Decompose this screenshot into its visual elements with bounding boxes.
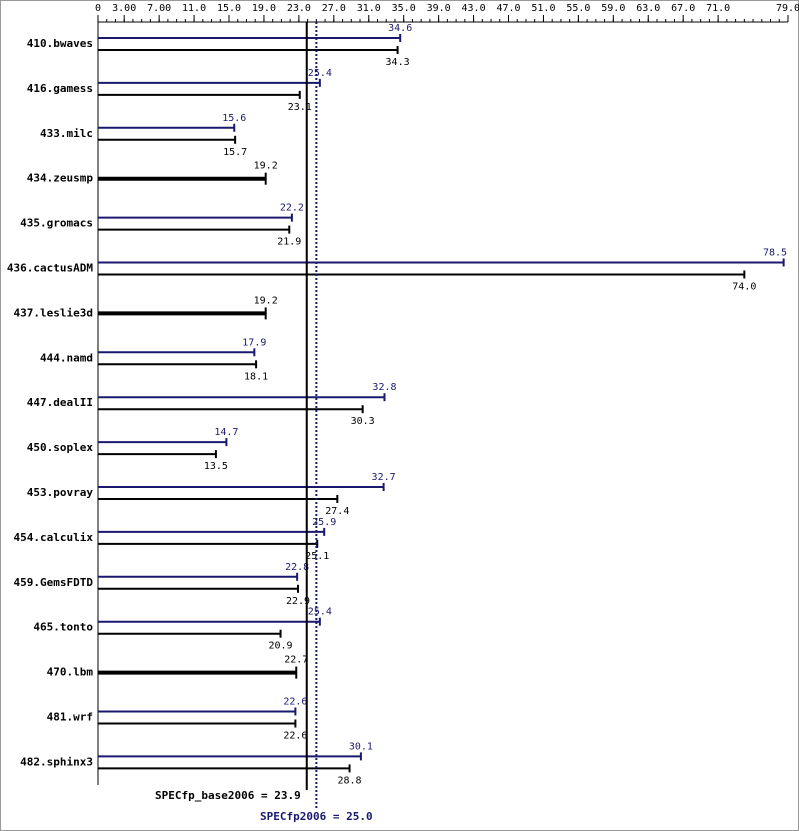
category-label: 434.zeusmp <box>27 172 94 185</box>
x-tick-label: 7.00 <box>147 3 171 14</box>
value-label: 22.6 <box>283 731 307 742</box>
value-label: 22.6 <box>283 697 307 708</box>
value-label: 20.9 <box>268 641 292 652</box>
reference-label: SPECfp2006 = 25.0 <box>260 810 373 823</box>
value-label: 13.5 <box>204 461 228 472</box>
value-label: 22.2 <box>280 203 304 214</box>
x-tick-label: 47.0 <box>496 3 520 14</box>
value-label: 78.5 <box>763 248 787 259</box>
x-tick-label: 11.0 <box>182 3 206 14</box>
category-label: 416.gamess <box>27 82 93 95</box>
value-label: 25.9 <box>312 517 336 528</box>
value-label: 27.4 <box>325 506 349 517</box>
value-label: 34.6 <box>388 23 412 34</box>
value-label: 22.7 <box>284 655 308 666</box>
category-label: 436.cactusADM <box>7 262 93 275</box>
value-label: 25.4 <box>308 607 332 618</box>
x-tick-label: 23.0 <box>287 3 311 14</box>
value-label: 21.9 <box>277 237 301 248</box>
x-tick-label: 63.0 <box>636 3 660 14</box>
value-label: 15.7 <box>223 147 247 158</box>
category-label: 433.milc <box>40 127 93 140</box>
value-label: 32.8 <box>372 382 396 393</box>
value-label: 15.6 <box>222 113 246 124</box>
x-tick-label: 43.0 <box>462 3 486 14</box>
category-label: 454.calculix <box>14 531 94 544</box>
category-label: 437.leslie3d <box>14 306 93 319</box>
category-label: 470.lbm <box>47 666 94 679</box>
x-tick-label: 27.0 <box>322 3 346 14</box>
value-label: 14.7 <box>214 427 238 438</box>
x-tick-label: 3.00 <box>112 3 136 14</box>
x-tick-label: 55.0 <box>566 3 590 14</box>
category-label: 447.dealII <box>27 396 93 409</box>
value-label: 25.1 <box>305 551 329 562</box>
x-tick-label: 31.0 <box>357 3 381 14</box>
x-tick-label: 39.0 <box>427 3 451 14</box>
value-label: 18.1 <box>244 371 268 382</box>
category-label: 410.bwaves <box>27 37 93 50</box>
value-label: 17.9 <box>242 337 266 348</box>
value-label: 22.9 <box>286 596 310 607</box>
value-label: 30.1 <box>349 741 373 752</box>
value-label: 74.0 <box>732 282 756 293</box>
value-label: 22.8 <box>285 562 309 573</box>
category-label: 450.soplex <box>27 441 94 454</box>
x-tick-label: 35.0 <box>392 3 416 14</box>
category-label: 465.tonto <box>33 621 93 634</box>
category-label: 459.GemsFDTD <box>14 576 94 589</box>
category-label: 482.sphinx3 <box>20 755 93 768</box>
reference-label: SPECfp_base2006 = 23.9 <box>155 789 301 802</box>
x-tick-label: 67.0 <box>671 3 695 14</box>
category-label: 435.gromacs <box>20 217 93 230</box>
category-label: 481.wrf <box>47 711 93 724</box>
value-label: 28.8 <box>337 775 361 786</box>
category-label: 453.povray <box>27 486 94 499</box>
category-label: 444.namd <box>40 351 93 364</box>
x-tick-label: 59.0 <box>601 3 625 14</box>
x-tick-label: 79.0 <box>776 3 799 14</box>
value-label: 25.4 <box>308 68 332 79</box>
x-tick-label: 71.0 <box>706 3 730 14</box>
value-label: 23.1 <box>288 102 312 113</box>
x-tick-label: 19.0 <box>252 3 276 14</box>
value-label: 32.7 <box>372 472 396 483</box>
x-tick-label: 51.0 <box>531 3 555 14</box>
value-label: 19.2 <box>254 295 278 306</box>
x-tick-label: 0 <box>95 3 101 14</box>
value-label: 34.3 <box>386 57 410 68</box>
value-label: 30.3 <box>351 416 375 427</box>
value-label: 19.2 <box>254 161 278 172</box>
x-tick-label: 15.0 <box>217 3 241 14</box>
